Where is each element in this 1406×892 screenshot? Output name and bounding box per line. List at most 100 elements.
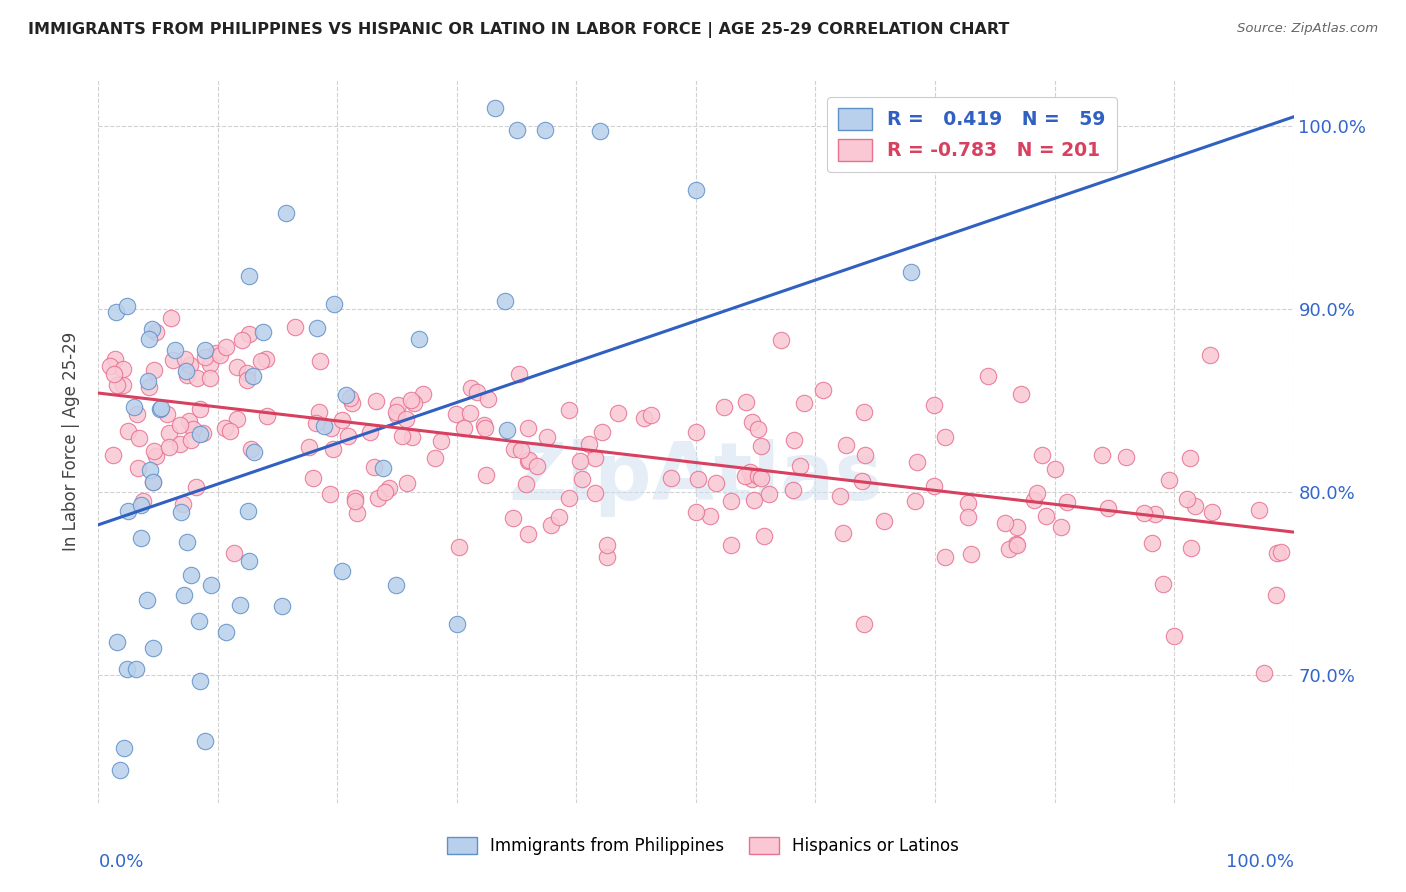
Point <box>484 101 506 115</box>
Point <box>112 362 135 376</box>
Point <box>742 493 765 508</box>
Legend: R =   0.419   N =   59, R = -0.783   N = 201: R = 0.419 N = 59, R = -0.783 N = 201 <box>827 97 1116 172</box>
Point <box>720 494 742 508</box>
Point <box>516 421 538 435</box>
Point <box>363 459 385 474</box>
Point <box>395 411 418 425</box>
Point <box>214 421 236 435</box>
Point <box>180 433 202 447</box>
Point <box>190 427 212 442</box>
Point <box>1180 541 1202 555</box>
Point <box>103 368 125 382</box>
Point <box>312 419 335 434</box>
Point <box>103 448 125 462</box>
Point <box>200 578 222 592</box>
Point <box>242 368 264 383</box>
Point <box>344 493 367 508</box>
Point <box>503 442 526 456</box>
Point <box>188 673 211 688</box>
Point <box>752 529 775 543</box>
Point <box>104 304 127 318</box>
Point <box>163 343 186 357</box>
Point <box>408 332 430 346</box>
Point <box>208 348 231 362</box>
Point <box>115 662 138 676</box>
Point <box>1115 450 1137 464</box>
Point <box>1022 492 1045 507</box>
Point <box>905 455 928 469</box>
Point <box>704 475 727 490</box>
Point <box>256 409 278 424</box>
Point <box>747 469 769 483</box>
Point <box>367 491 389 505</box>
Point <box>308 354 330 368</box>
Point <box>250 354 273 368</box>
Point <box>98 359 121 373</box>
Legend: Immigrants from Philippines, Hispanics or Latinos: Immigrants from Philippines, Hispanics o… <box>440 830 966 862</box>
Point <box>335 388 357 402</box>
Point <box>226 412 249 426</box>
Point <box>194 734 217 748</box>
Point <box>1031 448 1053 462</box>
Point <box>125 407 148 421</box>
Point <box>506 122 529 136</box>
Point <box>149 401 172 415</box>
Point <box>1010 386 1032 401</box>
Point <box>172 497 194 511</box>
Point <box>344 491 367 505</box>
Point <box>179 358 201 372</box>
Point <box>177 414 200 428</box>
Point <box>477 392 499 406</box>
Point <box>238 268 260 283</box>
Point <box>384 578 406 592</box>
Point <box>412 386 434 401</box>
Point <box>977 369 1000 384</box>
Point <box>904 493 927 508</box>
Point <box>997 541 1019 556</box>
Point <box>1091 449 1114 463</box>
Point <box>308 405 330 419</box>
Point <box>319 421 342 435</box>
Text: ZipAtlas: ZipAtlas <box>509 439 883 516</box>
Point <box>143 363 166 377</box>
Point <box>302 470 325 484</box>
Point <box>374 484 396 499</box>
Point <box>139 463 162 477</box>
Point <box>330 564 353 578</box>
Point <box>231 333 253 347</box>
Point <box>342 396 364 410</box>
Point <box>218 424 240 438</box>
Text: Source: ZipAtlas.com: Source: ZipAtlas.com <box>1237 22 1378 36</box>
Point <box>640 408 662 422</box>
Point <box>749 471 772 485</box>
Point <box>236 373 259 387</box>
Point <box>741 472 763 486</box>
Point <box>934 549 956 564</box>
Point <box>685 505 707 519</box>
Point <box>1140 536 1163 550</box>
Point <box>229 599 252 613</box>
Point <box>508 367 530 381</box>
Point <box>540 518 562 533</box>
Point <box>444 407 467 421</box>
Point <box>517 453 540 467</box>
Point <box>138 332 160 346</box>
Point <box>688 472 710 486</box>
Point <box>922 479 945 493</box>
Point <box>782 433 804 447</box>
Point <box>1180 451 1202 466</box>
Point <box>387 398 409 412</box>
Point <box>117 425 139 439</box>
Point <box>509 443 531 458</box>
Point <box>1201 505 1223 519</box>
Point <box>371 460 394 475</box>
Point <box>274 205 297 219</box>
Point <box>176 368 198 383</box>
Point <box>770 333 793 347</box>
Point <box>851 474 873 488</box>
Point <box>339 391 361 405</box>
Point <box>934 430 956 444</box>
Point <box>834 438 856 452</box>
Point <box>359 425 381 440</box>
Point <box>960 547 983 561</box>
